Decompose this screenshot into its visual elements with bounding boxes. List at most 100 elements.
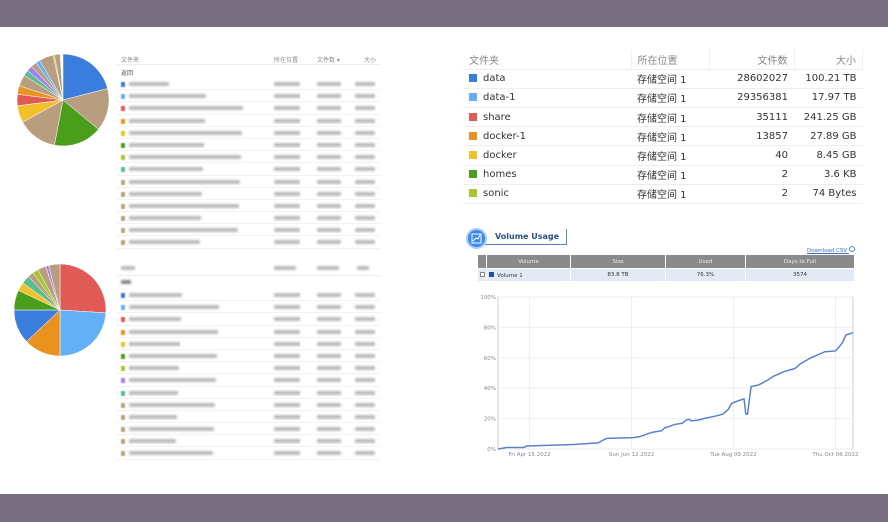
blurred-row[interactable] (117, 289, 380, 302)
header-folder[interactable]: 文件夹 (463, 50, 632, 70)
pie-slice[interactable] (54, 99, 99, 146)
blurred-row[interactable] (117, 301, 380, 314)
folder-name: homes (483, 169, 517, 181)
row-color-swatch (121, 228, 125, 234)
blurred-row[interactable] (117, 176, 380, 188)
blurred-row[interactable] (117, 338, 380, 350)
chart-icon (466, 228, 487, 249)
x-tick-label: Tue Aug 09 2022 (709, 452, 756, 458)
blurred-row[interactable] (117, 115, 380, 127)
folder-size: 74 Bytes (794, 184, 863, 205)
select-all-checkbox[interactable] (477, 254, 487, 269)
blurred-row[interactable] (117, 374, 380, 387)
folder-files: 2 (709, 165, 794, 185)
blurred-row[interactable] (117, 423, 380, 436)
row-color-swatch (121, 378, 125, 384)
pie-slice[interactable] (48, 264, 61, 311)
pie-slice[interactable] (62, 54, 108, 101)
header-used[interactable]: Used (665, 254, 746, 269)
folder-location: 存储空间 1 (631, 145, 709, 166)
row-color-swatch (121, 82, 125, 87)
header-location[interactable]: 所在位置 (631, 50, 710, 70)
data-point (703, 418, 704, 419)
blurred-row[interactable] (117, 387, 380, 399)
data-point (794, 368, 796, 369)
folder-name-cell: sonic (463, 184, 631, 205)
row-color-swatch (121, 305, 125, 311)
blurred-row[interactable] (117, 411, 380, 424)
blurred-row[interactable] (117, 313, 380, 326)
folder-name-cell: docker (463, 145, 631, 166)
y-tick-label: 80% (484, 325, 496, 331)
table-header: 文件夹 所在位置 文件数 大小 (463, 50, 863, 70)
folder-color-swatch (469, 74, 477, 83)
header-folder: 文件夹 (121, 57, 140, 64)
data-point (573, 444, 574, 445)
back-link[interactable] (117, 276, 380, 289)
blurred-row[interactable] (117, 224, 380, 237)
folder-row[interactable]: docker-1 存储空间 1 13857 27.89 GB (463, 126, 863, 147)
header-size[interactable]: 大小 (794, 50, 863, 70)
folder-size: 17.97 TB (794, 88, 863, 109)
row-checkbox[interactable] (477, 268, 487, 282)
folder-color-swatch (469, 93, 477, 102)
folder-row[interactable]: sonic 存储空间 1 2 74 Bytes (463, 184, 863, 205)
header-size[interactable]: Size (570, 254, 666, 269)
download-csv-label: Download CSV (807, 248, 848, 254)
folder-name: docker (483, 150, 517, 162)
volume-usage-title: Volume Usage (485, 229, 567, 245)
blurred-row[interactable] (117, 236, 380, 249)
row-color-swatch (121, 402, 125, 408)
volume-grid: Volume Size Used Days to Full Volume 1 8… (477, 254, 855, 282)
blurred-row[interactable] (117, 350, 380, 363)
data-point (633, 437, 634, 438)
folder-size: 100.21 TB (794, 69, 863, 89)
pie-slice[interactable] (59, 309, 106, 356)
folder-row[interactable]: docker 存储空间 1 40 8.45 GB (463, 145, 863, 166)
folder-name: docker-1 (483, 130, 526, 142)
blurred-row[interactable] (117, 447, 380, 460)
header-volume[interactable]: Volume (486, 254, 571, 269)
folder-name-cell: data-1 (463, 88, 631, 109)
blurred-row[interactable] (117, 139, 380, 152)
data-point (773, 375, 775, 377)
folder-name: data (483, 73, 506, 85)
back-link[interactable]: 返回 (121, 70, 134, 77)
folder-row[interactable]: data 存储空间 1 28602027 100.21 TB (463, 69, 863, 89)
folder-row[interactable]: homes 存储空间 1 2 3.6 KB (463, 165, 863, 185)
header-files[interactable]: 文件数 ▾ (317, 57, 340, 64)
blurred-row[interactable] (117, 399, 380, 411)
pie-slice[interactable] (54, 54, 64, 101)
pie-slice[interactable] (59, 264, 106, 314)
blurred-row[interactable] (117, 102, 380, 115)
folder-row[interactable]: data-1 存储空间 1 29356381 17.97 TB (463, 88, 863, 109)
y-tick-label: 20% (484, 417, 496, 423)
row-color-swatch (121, 216, 125, 222)
data-point (691, 420, 692, 422)
row-color-swatch (121, 155, 125, 161)
folder-row[interactable]: share 存储空间 1 35111 241.25 GB (463, 107, 863, 128)
header-files[interactable]: 文件数 (709, 50, 795, 70)
blurred-row[interactable] (117, 78, 380, 91)
download-csv-link[interactable]: Download CSV (807, 246, 855, 254)
folder-size: 27.89 GB (794, 126, 863, 147)
blurred-row[interactable] (117, 362, 380, 375)
data-point (745, 413, 747, 415)
folder-color-swatch (469, 189, 477, 198)
header-days-to-full[interactable]: Days to Full (745, 254, 855, 269)
blurred-row[interactable] (117, 435, 380, 448)
blurred-row[interactable] (117, 188, 380, 200)
folder-size: 3.6 KB (794, 165, 863, 185)
blurred-row[interactable] (117, 90, 380, 103)
blurred-row[interactable] (117, 127, 380, 139)
blurred-row[interactable] (117, 200, 380, 213)
data-point (689, 419, 690, 420)
blurred-row[interactable] (117, 163, 380, 176)
volume-row[interactable]: Volume 1 83.8 TB 76.3% 3574 (477, 268, 855, 282)
data-point (734, 401, 736, 403)
blurred-row[interactable] (117, 326, 380, 338)
blurred-row[interactable] (117, 151, 380, 164)
data-point (838, 346, 840, 348)
data-point (606, 438, 608, 439)
blurred-row[interactable] (117, 212, 380, 225)
